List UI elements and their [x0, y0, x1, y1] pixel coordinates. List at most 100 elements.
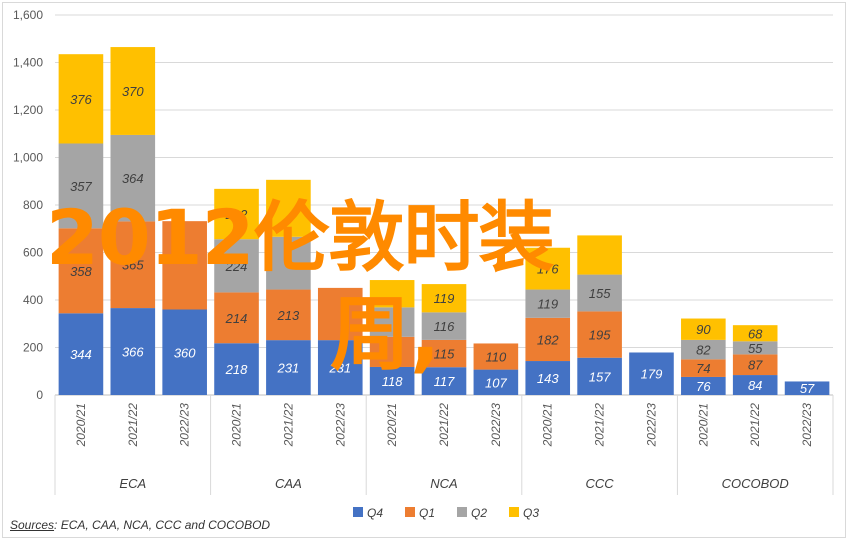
- bar-q1: [162, 221, 207, 310]
- x-category-label: 2021/22: [748, 403, 762, 448]
- x-category-label: 2020/21: [696, 403, 710, 447]
- bar-q4: [266, 340, 311, 395]
- data-label: 82: [696, 343, 711, 358]
- bar-q4: [162, 309, 207, 395]
- bar-q1: [681, 359, 726, 377]
- x-category-label: 2020/21: [385, 403, 399, 447]
- bar-q3: [369, 280, 415, 308]
- bar-q2: [266, 236, 311, 290]
- data-label: 115: [434, 347, 455, 362]
- bar-q4: [110, 308, 156, 395]
- bar-q1: [317, 287, 363, 341]
- bar-q1: [214, 292, 259, 344]
- group-label: COCOBOD: [722, 476, 789, 491]
- legend-swatch-q4: [353, 507, 363, 517]
- bar-q4: [577, 357, 622, 395]
- bar-q4: [58, 313, 104, 395]
- data-label: 360: [174, 345, 196, 360]
- source-text: : ECA, CAA, NCA, CCC and COCOBOD: [54, 518, 271, 532]
- bar-q3: [214, 188, 259, 240]
- data-label: 212: [225, 207, 248, 222]
- y-tick-label: 200: [23, 341, 43, 355]
- bar-q1: [266, 289, 311, 341]
- data-label: 87: [748, 358, 763, 373]
- bar-q1: [525, 317, 571, 362]
- y-tick-label: 600: [23, 246, 43, 260]
- bar-q4: [421, 367, 467, 395]
- bar-q3: [421, 284, 467, 313]
- bar-q2: [681, 339, 726, 360]
- y-tick-label: 400: [23, 293, 43, 307]
- data-label: 357: [70, 179, 92, 194]
- data-label: 213: [277, 308, 300, 323]
- data-label: 117: [434, 374, 455, 389]
- data-label: 182: [537, 332, 559, 347]
- bar-q3: [525, 247, 571, 290]
- group-label: CAA: [275, 476, 302, 491]
- data-label: 370: [122, 84, 144, 99]
- bar-q2: [421, 312, 467, 340]
- data-label: 84: [748, 378, 762, 393]
- source-note: Sources: ECA, CAA, NCA, CCC and COCOBOD: [10, 518, 270, 532]
- bar-q4: [214, 343, 259, 395]
- bar-q2: [732, 341, 778, 355]
- bar-q4: [629, 352, 674, 395]
- x-category-label: 2021/22: [593, 403, 607, 448]
- bar-q2: [58, 143, 104, 229]
- data-label: 90: [696, 322, 711, 337]
- bar-q3: [681, 318, 726, 340]
- data-label: 118: [382, 374, 403, 389]
- legend-swatch-q1: [405, 507, 415, 517]
- x-category-label: 2022/23: [333, 403, 347, 448]
- x-category-label: 2022/23: [489, 403, 503, 448]
- bar-q1: [577, 311, 622, 358]
- bar-q1: [58, 228, 104, 314]
- data-label: 231: [328, 361, 351, 376]
- bar-q1: [369, 336, 415, 367]
- bar-q3: [577, 235, 622, 275]
- legend-label-q3: Q3: [523, 506, 539, 520]
- bar-q4: [784, 381, 830, 395]
- source-label: Sources: [10, 518, 55, 532]
- bar-q3: [266, 179, 311, 237]
- data-label: 107: [485, 375, 507, 390]
- y-tick-label: 1,200: [13, 103, 43, 117]
- bar-q4: [681, 376, 726, 395]
- data-label: 214: [225, 311, 248, 326]
- data-label: 224: [225, 259, 248, 274]
- data-label: 119: [434, 291, 455, 306]
- data-label: 143: [537, 371, 559, 386]
- x-category-label: 2020/21: [230, 403, 244, 447]
- x-category-label: 2020/21: [74, 403, 88, 447]
- data-label: 155: [589, 286, 611, 301]
- group-label: ECA: [119, 476, 146, 491]
- bar-q2: [577, 274, 622, 312]
- bar-q3: [732, 325, 778, 342]
- x-category-label: 2022/23: [178, 403, 192, 448]
- legend-label-q2: Q2: [471, 506, 487, 520]
- bar-q2: [214, 239, 259, 293]
- x-category-label: 2020/21: [541, 403, 555, 447]
- data-label: 110: [485, 350, 506, 365]
- legend-label-q1: Q1: [419, 506, 435, 520]
- y-tick-label: 1,000: [13, 151, 43, 165]
- data-label: 366: [122, 345, 144, 360]
- data-label: 344: [70, 347, 92, 362]
- data-label: 116: [434, 319, 455, 334]
- data-label: 57: [800, 381, 815, 396]
- bar-q4: [473, 369, 519, 395]
- data-label: 76: [696, 379, 711, 394]
- bar-q1: [473, 343, 519, 370]
- bar-q1: [732, 354, 778, 376]
- data-label: 364: [122, 171, 144, 186]
- overlay-caption-line2: 周,: [330, 288, 441, 381]
- x-category-label: 2022/23: [644, 403, 658, 448]
- bar-q4: [525, 361, 571, 395]
- legend-swatch-q3: [509, 507, 519, 517]
- bar-q2: [110, 134, 156, 222]
- x-category-label: 2021/22: [437, 403, 451, 448]
- bar-q2: [525, 289, 571, 318]
- group-label: NCA: [430, 476, 457, 491]
